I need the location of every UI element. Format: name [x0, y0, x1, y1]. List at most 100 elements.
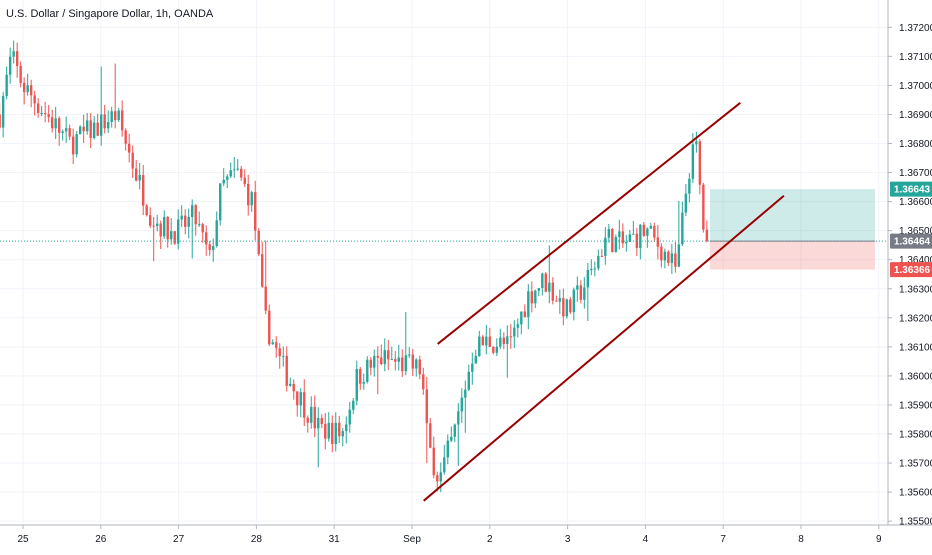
y-tick-label: 1.35500: [899, 517, 932, 528]
candle-body: [632, 233, 635, 235]
candle-body: [523, 311, 527, 318]
candle-body: [625, 241, 628, 244]
candle-body: [127, 143, 131, 153]
candle-body: [600, 255, 604, 257]
candle-body: [527, 291, 530, 318]
candle-body: [415, 359, 418, 369]
candle-body: [327, 422, 330, 439]
candle-body: [663, 251, 667, 261]
candle-body: [464, 389, 467, 398]
candle-body: [408, 354, 411, 356]
candle-body: [338, 422, 341, 437]
stop-zone: [709, 241, 875, 270]
candle-body: [492, 346, 495, 353]
candle-body: [565, 299, 569, 317]
candle-body: [541, 273, 544, 289]
candle-body: [106, 122, 110, 129]
candle-body: [254, 192, 257, 231]
candle-body: [583, 287, 586, 300]
candle-body: [229, 170, 232, 177]
candle-body: [142, 175, 145, 206]
y-tick-label: 1.35700: [899, 459, 932, 470]
candle-body: [590, 268, 593, 271]
channel-upper-line: [437, 102, 741, 345]
candle-body: [268, 310, 271, 345]
candle-body: [138, 175, 141, 181]
candle-body: [299, 392, 302, 406]
x-tick-label: 7: [720, 534, 726, 545]
y-tick-label: 1.36800: [899, 139, 932, 150]
candle-body: [306, 417, 309, 423]
grid: [0, 0, 888, 525]
y-tick-label: 1.36600: [899, 197, 932, 208]
candle-body: [611, 229, 614, 253]
candle-body: [68, 128, 71, 137]
candle-body: [292, 383, 295, 392]
y-tick-label: 1.35800: [899, 430, 932, 441]
x-tick-label: 4: [643, 534, 649, 545]
candle-body: [226, 176, 229, 180]
candle-body: [555, 300, 558, 302]
x-tick-label: 26: [95, 534, 107, 545]
candle-body: [457, 411, 460, 425]
candle-body: [681, 212, 684, 245]
candle-body: [506, 336, 509, 345]
candle-body: [695, 141, 698, 145]
candle-body: [411, 354, 414, 369]
candle-body: [387, 350, 390, 360]
candle-body: [85, 120, 89, 132]
candle-body: [691, 144, 695, 179]
candle-body: [289, 383, 292, 386]
y-tick-label: 1.35900: [899, 400, 932, 411]
candle-body: [184, 215, 187, 227]
candle-body: [436, 475, 439, 482]
candle-body: [191, 205, 194, 217]
candle-body: [404, 355, 407, 372]
y-tick-label: 1.36500: [899, 226, 932, 237]
candle-body: [467, 371, 470, 390]
candle-body: [166, 216, 169, 240]
x-tick-label: 31: [329, 534, 341, 545]
candle-body: [621, 231, 625, 244]
candle-body: [50, 117, 54, 129]
candle-body: [471, 363, 474, 372]
candle-body: [96, 122, 99, 136]
y-tick-label: 1.36000: [899, 371, 932, 382]
candle-body: [593, 268, 597, 270]
candle-body: [156, 223, 159, 227]
candle-body: [649, 226, 653, 229]
x-tick-label: 8: [798, 534, 804, 545]
candle-body: [432, 447, 435, 476]
candle-body: [401, 357, 404, 372]
candle-body: [131, 152, 134, 169]
candle-body: [78, 126, 82, 135]
candle-body: [198, 224, 201, 226]
candle-body: [548, 282, 551, 292]
candle-body: [355, 369, 358, 401]
candle-body: [345, 424, 348, 432]
candle-body: [359, 369, 362, 384]
position-zone: [709, 189, 875, 270]
y-tick-label: 1.36900: [899, 110, 932, 121]
candle-body: [639, 224, 642, 249]
candle-body: [113, 111, 117, 121]
candle-body: [261, 254, 264, 287]
candle-body: [134, 168, 138, 181]
candle-body: [380, 357, 383, 365]
candle-body: [597, 255, 600, 269]
y-tick-label: 1.36400: [899, 255, 932, 266]
y-tick-label: 1.37100: [899, 52, 932, 63]
candle-body: [607, 229, 611, 238]
candle-body: [177, 219, 180, 244]
candle-body: [656, 237, 660, 247]
candle-body: [516, 324, 520, 328]
candle-body: [233, 169, 236, 171]
candle-body: [376, 355, 379, 358]
candle-body: [397, 357, 400, 362]
candle-body: [366, 359, 369, 382]
candle-body: [642, 224, 646, 236]
candle-body: [320, 417, 323, 424]
target-zone: [709, 189, 875, 242]
channel-lower-line: [423, 195, 785, 502]
